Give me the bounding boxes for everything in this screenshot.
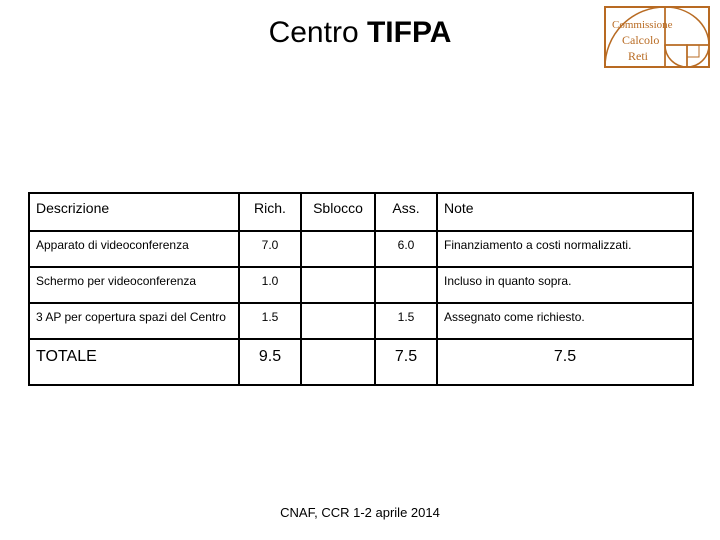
ccr-logo-icon: Commissione Calcolo Reti <box>604 6 710 68</box>
table-header-row: Descrizione Rich. Sblocco Ass. Note <box>29 193 693 231</box>
cell-note: Finanziamento a costi normalizzati. <box>437 231 693 267</box>
cell-note: Incluso in quanto sopra. <box>437 267 693 303</box>
budget-table-container: Descrizione Rich. Sblocco Ass. Note Appa… <box>28 192 692 386</box>
col-note: Note <box>437 193 693 231</box>
cell-rich: 1.0 <box>239 267 301 303</box>
cell-desc: Apparato di videoconferenza <box>29 231 239 267</box>
cell-rich: 1.5 <box>239 303 301 339</box>
budget-table: Descrizione Rich. Sblocco Ass. Note Appa… <box>28 192 694 386</box>
footer-text: CNAF, CCR 1-2 aprile 2014 <box>0 505 720 520</box>
col-ass: Ass. <box>375 193 437 231</box>
logo-line-2: Calcolo <box>622 33 659 47</box>
table-row: 3 AP per copertura spazi del Centro 1.5 … <box>29 303 693 339</box>
title-main: TIFPA <box>367 16 451 49</box>
title-prefix: Centro <box>269 16 367 49</box>
cell-desc: Schermo per videoconferenza <box>29 267 239 303</box>
cell-ass <box>375 267 437 303</box>
cell-note: Assegnato come richiesto. <box>437 303 693 339</box>
slide: Centro TIFPA Commissione Calcolo Reti <box>0 0 720 540</box>
col-sblocco: Sblocco <box>301 193 375 231</box>
logo-line-3: Reti <box>628 49 649 63</box>
cell-desc: 3 AP per copertura spazi del Centro <box>29 303 239 339</box>
col-descrizione: Descrizione <box>29 193 239 231</box>
cell-total-note: 7.5 <box>437 339 693 385</box>
logo-line-1: Commissione <box>612 19 673 31</box>
cell-sblocco <box>301 303 375 339</box>
table-row: Schermo per videoconferenza 1.0 Incluso … <box>29 267 693 303</box>
cell-sblocco <box>301 267 375 303</box>
cell-total-ass: 7.5 <box>375 339 437 385</box>
col-rich: Rich. <box>239 193 301 231</box>
table-row: Apparato di videoconferenza 7.0 6.0 Fina… <box>29 231 693 267</box>
cell-ass: 1.5 <box>375 303 437 339</box>
cell-total-label: TOTALE <box>29 339 239 385</box>
cell-total-rich: 9.5 <box>239 339 301 385</box>
table-total-row: TOTALE 9.5 7.5 7.5 <box>29 339 693 385</box>
cell-sblocco <box>301 231 375 267</box>
cell-rich: 7.0 <box>239 231 301 267</box>
cell-total-sblocco <box>301 339 375 385</box>
cell-ass: 6.0 <box>375 231 437 267</box>
